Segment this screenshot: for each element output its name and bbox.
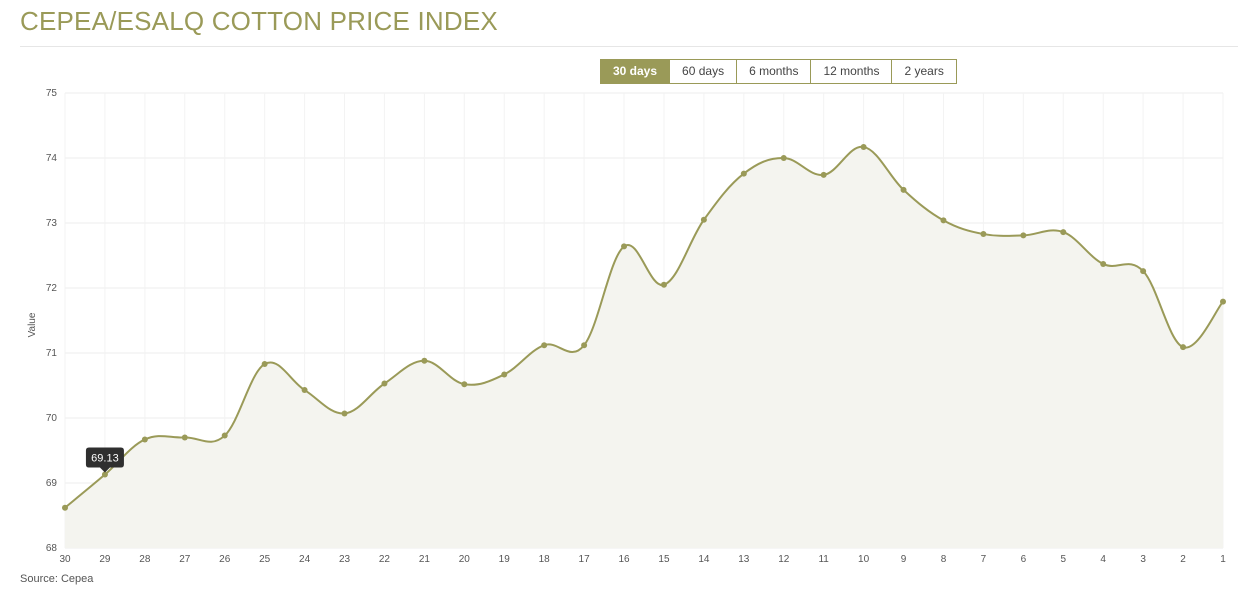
data-point-25[interactable] [261,361,268,368]
y-tick-label: 68 [46,543,58,554]
x-tick-label: 24 [299,554,311,565]
title-divider [20,46,1238,47]
x-tick-label: 28 [139,554,151,565]
x-tick-label: 6 [1021,554,1027,565]
data-point-3[interactable] [1140,268,1147,275]
range-button-6-months[interactable]: 6 months [737,59,812,84]
data-point-21[interactable] [421,357,428,364]
data-point-27[interactable] [181,434,188,441]
x-tick-label: 26 [219,554,231,565]
y-tick-label: 74 [46,153,58,164]
x-tick-label: 21 [419,554,431,565]
tooltip-value: 69.13 [91,453,119,465]
x-tick-label: 2 [1180,554,1186,565]
page-title: CEPEA/ESALQ COTTON PRICE INDEX [20,6,498,36]
x-tick-label: 27 [179,554,191,565]
y-tick-label: 73 [46,218,58,229]
data-point-26[interactable] [221,432,228,439]
data-point-11[interactable] [820,171,827,178]
data-point-9[interactable] [900,186,907,193]
tooltip: 69.13 [85,447,124,473]
y-tick-label: 75 [46,88,58,99]
range-button-12-months[interactable]: 12 months [811,59,893,84]
data-point-17[interactable] [581,342,588,349]
data-point-1[interactable] [1220,298,1226,305]
x-tick-label: 7 [981,554,987,565]
data-point-20[interactable] [461,381,468,388]
data-point-12[interactable] [780,155,787,161]
data-point-30[interactable] [62,504,68,511]
data-point-4[interactable] [1100,260,1107,267]
x-tick-label: 15 [658,554,670,565]
range-selector: 30 days 60 days 6 months 12 months 2 yea… [600,59,957,84]
x-tick-label: 1 [1220,554,1226,565]
x-tick-label: 3 [1140,554,1146,565]
data-point-7[interactable] [980,231,987,238]
y-tick-label: 69 [46,478,58,489]
x-tick-label: 30 [59,554,71,565]
data-point-8[interactable] [940,217,947,224]
range-button-60-days[interactable]: 60 days [670,59,738,84]
y-tick-label: 70 [46,413,58,424]
data-point-23[interactable] [341,410,348,417]
x-tick-label: 23 [339,554,351,565]
x-tick-label: 16 [618,554,630,565]
x-tick-label: 19 [499,554,511,565]
x-tick-label: 20 [459,554,471,565]
y-axis-ticks: 68 69 70 71 72 73 74 75 [46,88,58,554]
data-point-15[interactable] [660,281,667,288]
x-tick-label: 12 [778,554,790,565]
data-point-24[interactable] [301,387,308,394]
data-points [62,143,1226,511]
data-point-22[interactable] [381,380,388,387]
y-tick-label: 72 [46,283,58,294]
x-tick-label: 8 [941,554,947,565]
x-tick-label: 9 [901,554,907,565]
data-point-28[interactable] [141,436,148,443]
x-tick-label: 17 [579,554,591,565]
x-tick-label: 13 [738,554,750,565]
data-point-14[interactable] [700,216,707,223]
area-fill [65,146,1223,548]
data-point-19[interactable] [501,371,508,378]
x-tick-label: 11 [818,554,829,565]
data-point-5[interactable] [1060,229,1067,236]
x-tick-label: 29 [99,554,111,565]
x-axis-ticks: 30 29 28 27 26 25 24 23 22 21 20 19 18 17 16 15 14 13 12 11… [59,554,1226,565]
source-note: Source: Cepea [20,573,94,585]
data-point-10[interactable] [860,143,867,150]
data-point-29[interactable] [101,471,108,478]
tooltip-box [85,447,124,473]
range-button-2-years[interactable]: 2 years [892,59,957,84]
data-point-16[interactable] [621,243,628,250]
y-tick-label: 71 [46,348,58,359]
y-axis-label: Value [27,312,38,337]
series-line [64,145,1224,509]
x-tick-label: 25 [259,554,271,565]
x-tick-label: 14 [698,554,710,565]
x-tick-label: 22 [379,554,391,565]
x-tick-label: 18 [539,554,551,565]
range-button-30-days[interactable]: 30 days [600,59,671,84]
data-point-13[interactable] [740,170,747,177]
data-point-2[interactable] [1180,344,1187,351]
data-point-6[interactable] [1020,232,1027,239]
x-tick-label: 10 [858,554,870,565]
data-point-18[interactable] [541,342,548,349]
x-tick-label: 4 [1100,554,1106,565]
x-tick-label: 5 [1060,554,1066,565]
